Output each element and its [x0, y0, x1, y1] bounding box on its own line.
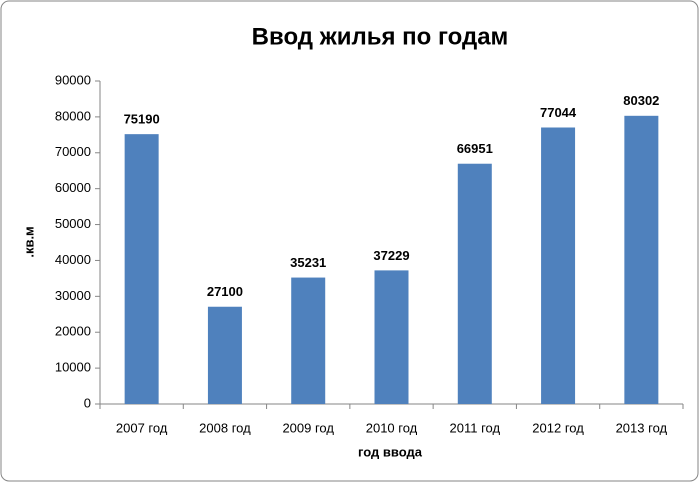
y-tick-label: 20000 — [55, 324, 91, 339]
data-label: 75190 — [124, 112, 160, 127]
bar — [124, 134, 159, 405]
y-tick-label: 40000 — [55, 252, 91, 267]
y-tick-label: 30000 — [55, 288, 91, 303]
bar — [291, 277, 326, 404]
y-tick-label: 50000 — [55, 216, 91, 231]
y-tick-label: 70000 — [55, 144, 91, 159]
x-tick-label: 2010 год — [366, 420, 418, 435]
data-label: 80302 — [623, 93, 659, 108]
x-tick-label: 2007 год — [116, 420, 168, 435]
bar — [374, 270, 409, 404]
x-axis-label: год ввода — [358, 444, 423, 459]
bar — [207, 306, 242, 404]
data-label: 37229 — [373, 248, 409, 263]
y-tick-label: 80000 — [55, 108, 91, 123]
x-tick-label: 2008 год — [199, 420, 251, 435]
bar — [541, 127, 576, 404]
x-tick-label: 2013 год — [616, 420, 668, 435]
data-label: 27100 — [207, 284, 243, 299]
data-label: 35231 — [290, 255, 326, 270]
x-tick-label: 2012 год — [532, 420, 584, 435]
y-tick-label: 10000 — [55, 360, 91, 375]
chart-title: Ввод жилья по годам — [252, 23, 509, 50]
x-tick-label: 2009 год — [282, 420, 334, 435]
bar — [624, 115, 659, 404]
x-tick-label: 2011 год — [450, 420, 501, 435]
y-tick-label: 90000 — [55, 72, 91, 87]
data-label: 66951 — [457, 141, 493, 156]
bar — [457, 163, 492, 404]
y-tick-label: 60000 — [55, 180, 91, 195]
data-label: 77044 — [540, 105, 577, 120]
y-tick-label: 0 — [84, 395, 91, 410]
y-axis-label: .кв.м — [21, 226, 36, 257]
